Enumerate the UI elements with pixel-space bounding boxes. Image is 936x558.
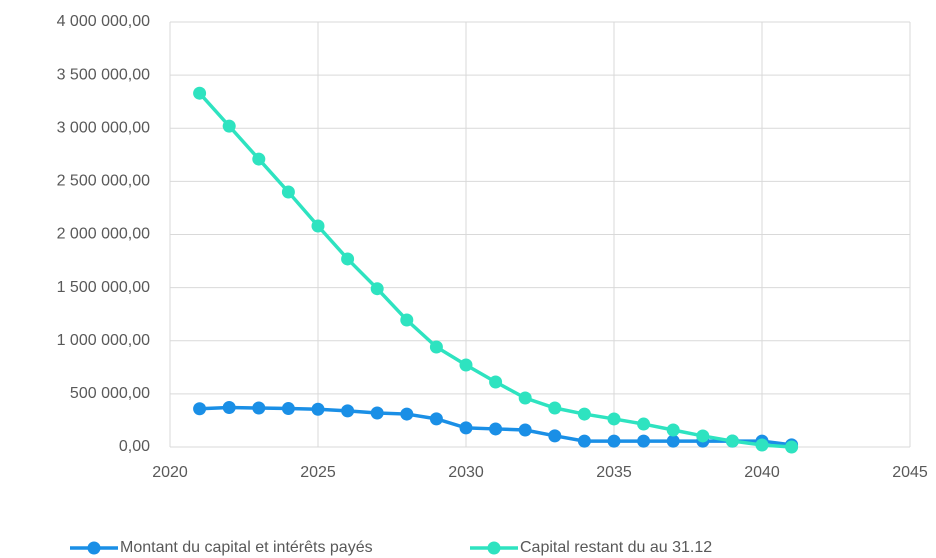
x-tick-label: 2030 (448, 464, 484, 481)
legend-swatch (87, 541, 101, 555)
marker (341, 252, 355, 266)
marker (755, 438, 769, 452)
marker (222, 119, 236, 133)
y-tick-label: 1 500 000,00 (57, 279, 151, 296)
marker (252, 152, 266, 166)
legend-swatch (487, 541, 501, 555)
marker (577, 434, 591, 448)
marker (193, 86, 207, 100)
marker (252, 401, 266, 415)
marker (400, 313, 414, 327)
marker (429, 340, 443, 354)
marker (666, 434, 680, 448)
y-tick-label: 500 000,00 (70, 385, 150, 402)
x-tick-label: 2035 (596, 464, 632, 481)
legend-label: Montant du capital et intérêts payés (120, 539, 373, 556)
marker (518, 391, 532, 405)
marker (548, 429, 562, 443)
y-tick-label: 4 000 000,00 (57, 13, 151, 30)
y-tick-label: 3 500 000,00 (57, 66, 151, 83)
legend-label: Capital restant du au 31.12 (520, 539, 712, 556)
marker (459, 358, 473, 372)
marker (607, 412, 621, 426)
marker (281, 402, 295, 416)
y-tick-label: 3 000 000,00 (57, 119, 151, 136)
x-tick-label: 2020 (152, 464, 188, 481)
y-tick-label: 1 000 000,00 (57, 332, 151, 349)
marker (341, 404, 355, 418)
marker (400, 407, 414, 421)
marker (666, 423, 680, 437)
marker (370, 406, 384, 420)
marker (193, 402, 207, 416)
marker (696, 429, 710, 443)
marker (489, 422, 503, 436)
marker (222, 400, 236, 414)
marker (785, 440, 799, 454)
y-tick-label: 0,00 (119, 438, 150, 455)
y-tick-label: 2 500 000,00 (57, 173, 151, 190)
marker (281, 185, 295, 199)
x-tick-label: 2025 (300, 464, 336, 481)
x-tick-label: 2045 (892, 464, 928, 481)
marker (577, 407, 591, 421)
marker (725, 434, 739, 448)
marker (607, 434, 621, 448)
marker (311, 219, 325, 233)
marker (518, 423, 532, 437)
marker (429, 412, 443, 426)
marker (548, 401, 562, 415)
x-tick-label: 2040 (744, 464, 780, 481)
marker (637, 434, 651, 448)
marker (459, 421, 473, 435)
marker (489, 375, 503, 389)
marker (637, 417, 651, 431)
marker (370, 282, 384, 296)
y-tick-label: 2 000 000,00 (57, 226, 151, 243)
marker (311, 402, 325, 416)
